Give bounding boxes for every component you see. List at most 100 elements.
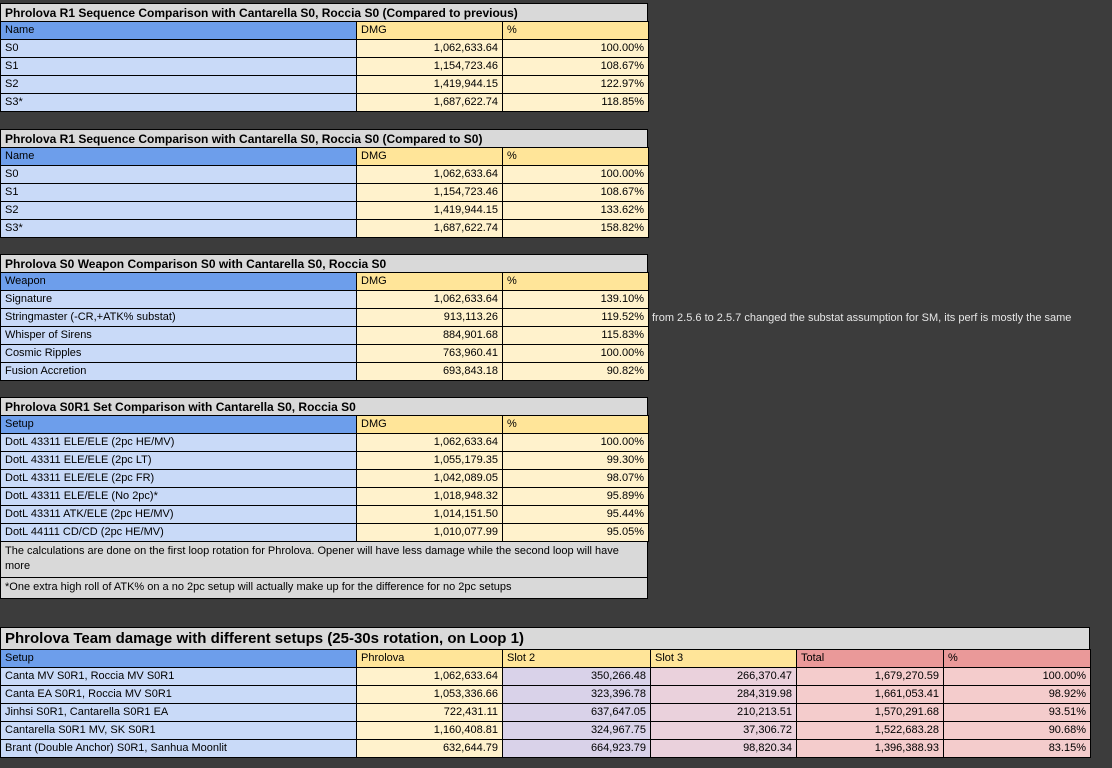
value-cell[interactable]: 90.68%: [943, 721, 1091, 740]
value-cell[interactable]: 90.82%: [502, 362, 649, 381]
table-title[interactable]: Phrolova R1 Sequence Comparison with Can…: [0, 129, 648, 148]
value-cell[interactable]: 37,306.72: [650, 721, 797, 740]
row-label-cell[interactable]: DotL 43311 ELE/ELE (2pc FR): [0, 469, 357, 488]
column-header[interactable]: Weapon: [0, 272, 357, 291]
row-label-cell[interactable]: Jinhsi S0R1, Cantarella S0R1 EA: [0, 703, 357, 722]
value-cell[interactable]: 1,062,633.64: [356, 39, 503, 58]
row-label-cell[interactable]: S1: [0, 183, 357, 202]
row-label-cell[interactable]: Cosmic Ripples: [0, 344, 357, 363]
value-cell[interactable]: 122.97%: [502, 75, 649, 94]
table-title[interactable]: Phrolova R1 Sequence Comparison with Can…: [0, 3, 648, 22]
value-cell[interactable]: 637,647.05: [502, 703, 651, 722]
value-cell[interactable]: 108.67%: [502, 183, 649, 202]
column-header[interactable]: Setup: [0, 415, 357, 434]
stringmaster-side-note[interactable]: from 2.5.6 to 2.5.7 changed the substat …: [652, 312, 1072, 324]
value-cell[interactable]: 95.44%: [502, 505, 649, 524]
value-cell[interactable]: 139.10%: [502, 290, 649, 309]
value-cell[interactable]: 98,820.34: [650, 739, 797, 758]
value-cell[interactable]: 1,419,944.15: [356, 75, 503, 94]
value-cell[interactable]: 98.07%: [502, 469, 649, 488]
row-label-cell[interactable]: Whisper of Sirens: [0, 326, 357, 345]
value-cell[interactable]: 95.89%: [502, 487, 649, 506]
value-cell[interactable]: 1,042,089.05: [356, 469, 503, 488]
table-title[interactable]: Phrolova Team damage with different setu…: [0, 627, 1090, 650]
value-cell[interactable]: 158.82%: [502, 219, 649, 238]
column-header[interactable]: Setup: [0, 649, 357, 668]
column-header[interactable]: %: [502, 415, 649, 434]
row-label-cell[interactable]: Canta MV S0R1, Roccia MV S0R1: [0, 667, 357, 686]
column-header[interactable]: Slot 2: [502, 649, 651, 668]
footnote[interactable]: *One extra high roll of ATK% on a no 2pc…: [0, 577, 648, 599]
row-label-cell[interactable]: S0: [0, 39, 357, 58]
row-label-cell[interactable]: S3*: [0, 93, 357, 112]
value-cell[interactable]: 1,154,723.46: [356, 57, 503, 76]
value-cell[interactable]: 763,960.41: [356, 344, 503, 363]
value-cell[interactable]: 1,014,151.50: [356, 505, 503, 524]
value-cell[interactable]: 1,062,633.64: [356, 433, 503, 452]
value-cell[interactable]: 118.85%: [502, 93, 649, 112]
row-label-cell[interactable]: Canta EA S0R1, Roccia MV S0R1: [0, 685, 357, 704]
value-cell[interactable]: 1,062,633.64: [356, 667, 503, 686]
column-header[interactable]: DMG: [356, 147, 503, 166]
column-header[interactable]: %: [943, 649, 1091, 668]
row-label-cell[interactable]: Signature: [0, 290, 357, 309]
footnote[interactable]: The calculations are done on the first l…: [0, 541, 648, 578]
value-cell[interactable]: 100.00%: [943, 667, 1091, 686]
value-cell[interactable]: 99.30%: [502, 451, 649, 470]
column-header[interactable]: DMG: [356, 415, 503, 434]
value-cell[interactable]: 664,923.79: [502, 739, 651, 758]
value-cell[interactable]: 266,370.47: [650, 667, 797, 686]
value-cell[interactable]: 100.00%: [502, 344, 649, 363]
row-label-cell[interactable]: Fusion Accretion: [0, 362, 357, 381]
row-label-cell[interactable]: DotL 43311 ATK/ELE (2pc HE/MV): [0, 505, 357, 524]
row-label-cell[interactable]: Cantarella S0R1 MV, SK S0R1: [0, 721, 357, 740]
column-header[interactable]: Name: [0, 21, 357, 40]
value-cell[interactable]: 323,396.78: [502, 685, 651, 704]
table-title[interactable]: Phrolova S0 Weapon Comparison S0 with Ca…: [0, 254, 648, 273]
row-label-cell[interactable]: S1: [0, 57, 357, 76]
value-cell[interactable]: 1,062,633.64: [356, 165, 503, 184]
value-cell[interactable]: 913,113.26: [356, 308, 503, 327]
value-cell[interactable]: 1,154,723.46: [356, 183, 503, 202]
row-label-cell[interactable]: S2: [0, 75, 357, 94]
column-header[interactable]: %: [502, 272, 649, 291]
value-cell[interactable]: 1,687,622.74: [356, 93, 503, 112]
value-cell[interactable]: 133.62%: [502, 201, 649, 220]
value-cell[interactable]: 1,018,948.32: [356, 487, 503, 506]
value-cell[interactable]: 632,644.79: [356, 739, 503, 758]
column-header[interactable]: %: [502, 147, 649, 166]
value-cell[interactable]: 100.00%: [502, 39, 649, 58]
value-cell[interactable]: 284,319.98: [650, 685, 797, 704]
value-cell[interactable]: 1,055,179.35: [356, 451, 503, 470]
row-label-cell[interactable]: S2: [0, 201, 357, 220]
value-cell[interactable]: 210,213.51: [650, 703, 797, 722]
value-cell[interactable]: 1,522,683.28: [796, 721, 944, 740]
row-label-cell[interactable]: DotL 43311 ELE/ELE (No 2pc)*: [0, 487, 357, 506]
value-cell[interactable]: 350,266.48: [502, 667, 651, 686]
column-header[interactable]: Total: [796, 649, 944, 668]
value-cell[interactable]: 83.15%: [943, 739, 1091, 758]
value-cell[interactable]: 884,901.68: [356, 326, 503, 345]
value-cell[interactable]: 108.67%: [502, 57, 649, 76]
value-cell[interactable]: 93.51%: [943, 703, 1091, 722]
column-header[interactable]: Slot 3: [650, 649, 797, 668]
value-cell[interactable]: 1,062,633.64: [356, 290, 503, 309]
row-label-cell[interactable]: Brant (Double Anchor) S0R1, Sanhua Moonl…: [0, 739, 357, 758]
row-label-cell[interactable]: DotL 43311 ELE/ELE (2pc LT): [0, 451, 357, 470]
row-label-cell[interactable]: DotL 43311 ELE/ELE (2pc HE/MV): [0, 433, 357, 452]
row-label-cell[interactable]: Stringmaster (-CR,+ATK% substat): [0, 308, 357, 327]
value-cell[interactable]: 1,010,077.99: [356, 523, 503, 542]
table-title[interactable]: Phrolova S0R1 Set Comparison with Cantar…: [0, 397, 648, 416]
value-cell[interactable]: 324,967.75: [502, 721, 651, 740]
value-cell[interactable]: 119.52%: [502, 308, 649, 327]
value-cell[interactable]: 1,687,622.74: [356, 219, 503, 238]
row-label-cell[interactable]: DotL 44111 CD/CD (2pc HE/MV): [0, 523, 357, 542]
value-cell[interactable]: 1,419,944.15: [356, 201, 503, 220]
value-cell[interactable]: 1,160,408.81: [356, 721, 503, 740]
column-header[interactable]: %: [502, 21, 649, 40]
value-cell[interactable]: 1,661,053.41: [796, 685, 944, 704]
value-cell[interactable]: 100.00%: [502, 433, 649, 452]
column-header[interactable]: DMG: [356, 272, 503, 291]
value-cell[interactable]: 98.92%: [943, 685, 1091, 704]
column-header[interactable]: Phrolova: [356, 649, 503, 668]
